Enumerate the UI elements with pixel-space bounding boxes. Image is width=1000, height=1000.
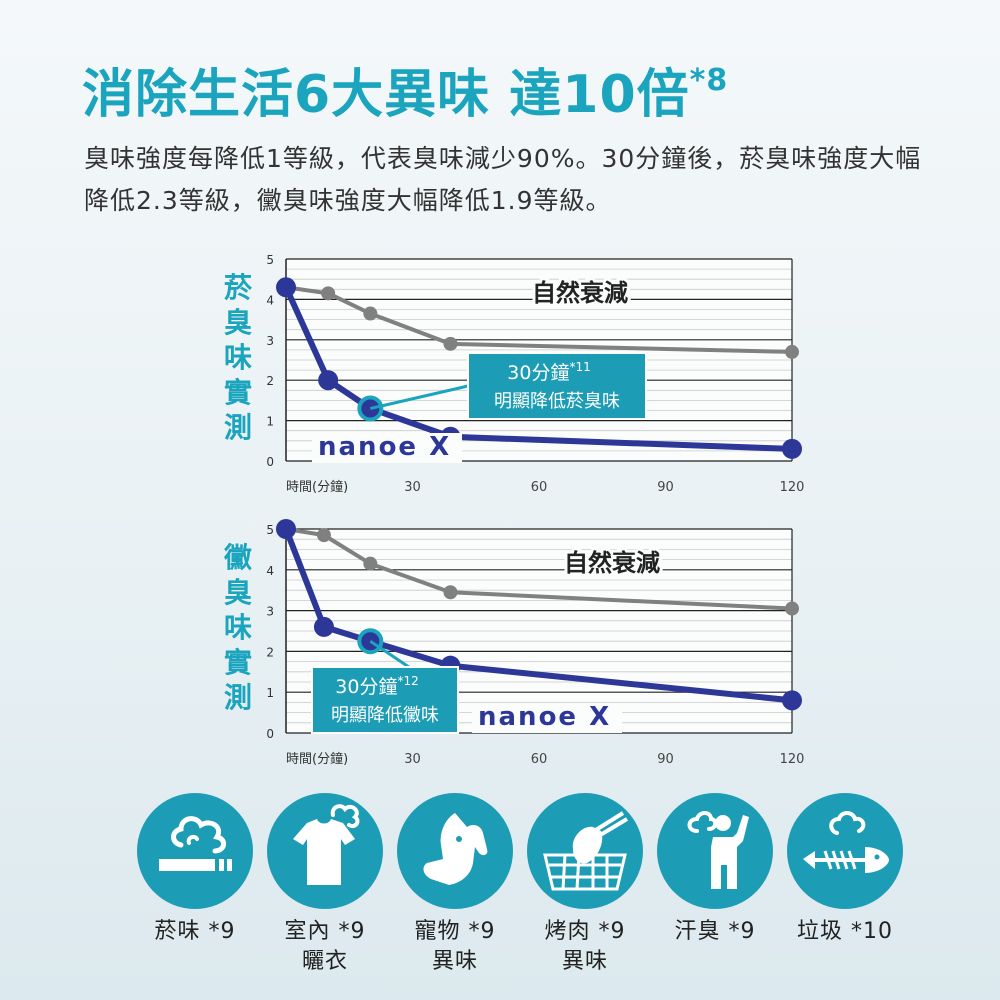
nanoe-label-text: nanoe X	[478, 702, 611, 732]
y-tick-label: 5	[266, 523, 274, 537]
data-point	[443, 585, 458, 600]
data-point	[321, 286, 336, 301]
y-axis-label-char: 味	[224, 611, 252, 644]
y-axis-label-char: 實	[224, 646, 252, 679]
odor-label-line: 烤肉 *9	[544, 919, 626, 944]
y-axis-label-char: 實	[224, 376, 252, 409]
series-label-natural: 自然衰減	[532, 279, 628, 307]
x-tick-label: 90	[657, 752, 674, 767]
fish-bone-trash-icon	[787, 793, 903, 909]
y-tick-label: 5	[266, 253, 274, 267]
odor-label-line: 異味	[431, 949, 478, 974]
y-tick-label: 0	[266, 455, 274, 469]
x-tick-label: 30	[404, 752, 421, 767]
odor-label: 垃圾 *10	[780, 917, 910, 947]
y-tick-label: 3	[266, 605, 274, 619]
odor-label: 菸味 *9	[130, 917, 260, 947]
x-tick-label: 60	[531, 752, 548, 767]
x-tick-label: 60	[531, 480, 548, 495]
series-label-natural: 自然衰減	[564, 549, 660, 577]
grill-meat-icon	[527, 793, 643, 909]
data-point	[785, 344, 799, 359]
x-axis-label: 時間(分鐘)	[286, 751, 348, 767]
y-axis-label-char: 臭	[224, 306, 252, 339]
odor-label-line: 異味	[561, 949, 608, 974]
callout-ref: *12	[397, 674, 418, 688]
odor-label-line: 汗臭 *9	[674, 919, 756, 944]
data-point	[313, 616, 334, 637]
odor-label-line: 菸味 *9	[154, 919, 236, 944]
y-tick-label: 3	[266, 334, 274, 348]
description: 臭味強度每降低1等級，代表臭味減少90%。30分鐘後，菸臭味強度大幅降低2.3等…	[84, 144, 922, 215]
cigarette-smoke-icon	[137, 793, 253, 909]
page-title: 消除生活6大異味 達10倍*8	[82, 52, 728, 127]
data-point	[276, 277, 296, 298]
y-tick-label: 1	[266, 686, 274, 700]
callout-line2: 明顯降低黴味	[331, 705, 439, 726]
data-point	[363, 306, 378, 321]
y-axis-label-char: 測	[224, 681, 252, 714]
nanoe-label-bg	[312, 433, 462, 463]
odor-label: 寵物 *9 異味	[390, 917, 520, 977]
title-ref: *8	[689, 63, 729, 98]
x-tick-label: 120	[780, 480, 805, 495]
odor-label-line: 室內 *9	[284, 919, 366, 944]
data-point	[363, 556, 378, 571]
callout-line1: 30分鐘*11	[507, 360, 590, 384]
shirt-odor-icon	[267, 793, 383, 909]
odor-item-cigarette: 菸味 *9	[130, 793, 260, 947]
y-tick-label: 2	[266, 374, 274, 388]
nanoe-label-bg	[472, 703, 622, 733]
y-axis-label-char: 菸	[224, 271, 253, 304]
callout-box	[311, 666, 459, 734]
odor-label: 室內 *9 曬衣	[260, 917, 390, 977]
title-text: 消除生活6大異味 達10倍	[82, 65, 690, 125]
y-axis-label-char: 黴	[223, 541, 252, 574]
data-point	[276, 519, 296, 539]
dog-icon	[397, 793, 513, 909]
data-point	[318, 370, 339, 391]
data-point	[443, 336, 458, 351]
x-tick-label: 120	[780, 752, 805, 767]
data-point	[782, 690, 802, 711]
y-tick-label: 4	[266, 293, 274, 307]
data-point	[785, 601, 799, 616]
odor-item-laundry: 室內 *9 曬衣	[260, 793, 390, 977]
y-axis-label-char: 測	[224, 411, 252, 444]
y-tick-label: 0	[266, 727, 274, 741]
y-tick-label: 1	[266, 415, 274, 429]
x-axis-label: 時間(分鐘)	[286, 479, 348, 495]
odor-item-sweat: 汗臭 *9	[650, 793, 780, 947]
y-tick-label: 4	[266, 564, 274, 578]
odor-icons-row: 菸味 *9 室內 *9 曬衣 寵物 *9 異味	[130, 793, 910, 993]
odor-label: 汗臭 *9	[650, 917, 780, 947]
odor-item-pet: 寵物 *9 異味	[390, 793, 520, 977]
odor-label-line: 曬衣	[301, 949, 348, 974]
callout-connector	[369, 384, 469, 410]
series-label-nanoe: nanoe X	[472, 702, 622, 733]
callout-ref: *11	[569, 360, 590, 374]
data-point	[782, 438, 802, 459]
sweat-person-icon	[657, 793, 773, 909]
nanoe-label-text: nanoe X	[318, 432, 451, 462]
y-axis-label-char: 臭	[224, 576, 252, 609]
callout-box	[467, 352, 647, 420]
odor-label: 烤肉 *9 異味	[520, 917, 650, 977]
series-label-nanoe: nanoe X	[312, 432, 462, 463]
odor-item-bbq: 烤肉 *9 異味	[520, 793, 650, 977]
data-point	[316, 528, 331, 543]
y-tick-label: 2	[266, 645, 274, 659]
callout-line2: 明顯降低菸臭味	[494, 391, 620, 412]
x-tick-label: 90	[657, 480, 674, 495]
y-axis-label-char: 味	[224, 341, 252, 374]
odor-label-line: 寵物 *9	[414, 919, 496, 944]
odor-label-line: 垃圾 *10	[797, 919, 893, 944]
odor-item-garbage: 垃圾 *10	[780, 793, 910, 947]
x-tick-label: 30	[404, 480, 421, 495]
